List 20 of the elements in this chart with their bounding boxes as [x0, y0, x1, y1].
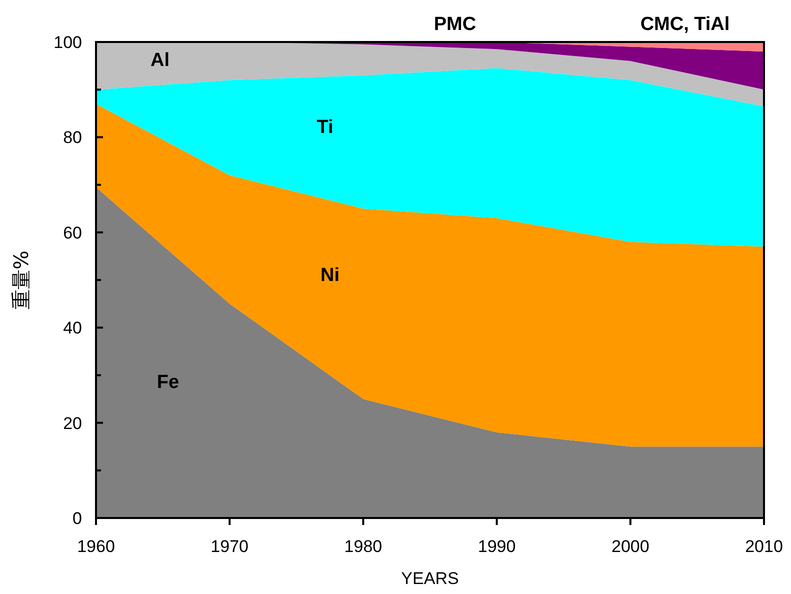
series-label: PMC: [434, 14, 476, 35]
x-tick-label: 1960: [77, 537, 115, 556]
x-tick-label: 2000: [611, 537, 650, 556]
y-tick-label: 100: [54, 32, 82, 52]
x-axis-title: YEARS: [401, 569, 459, 588]
series-label: Ti: [316, 117, 334, 138]
series-label: Al: [150, 50, 170, 71]
series-label: Fe: [156, 372, 180, 393]
y-tick-label: 40: [63, 318, 82, 338]
x-tick-label: 2010: [745, 537, 783, 556]
y-tick-label: 60: [63, 223, 82, 242]
y-axis-title: 重量%: [9, 250, 33, 310]
y-tick-label: 20: [63, 414, 82, 433]
x-tick-label: 1990: [478, 537, 516, 556]
x-tick-label: 1980: [344, 537, 382, 556]
y-tick-label: 80: [63, 128, 82, 148]
y-tick-label: 0: [72, 508, 82, 528]
x-tick-label: 1970: [210, 537, 249, 556]
series-label: Ni: [320, 265, 340, 286]
series-label: CMC, TiAl: [640, 14, 730, 35]
